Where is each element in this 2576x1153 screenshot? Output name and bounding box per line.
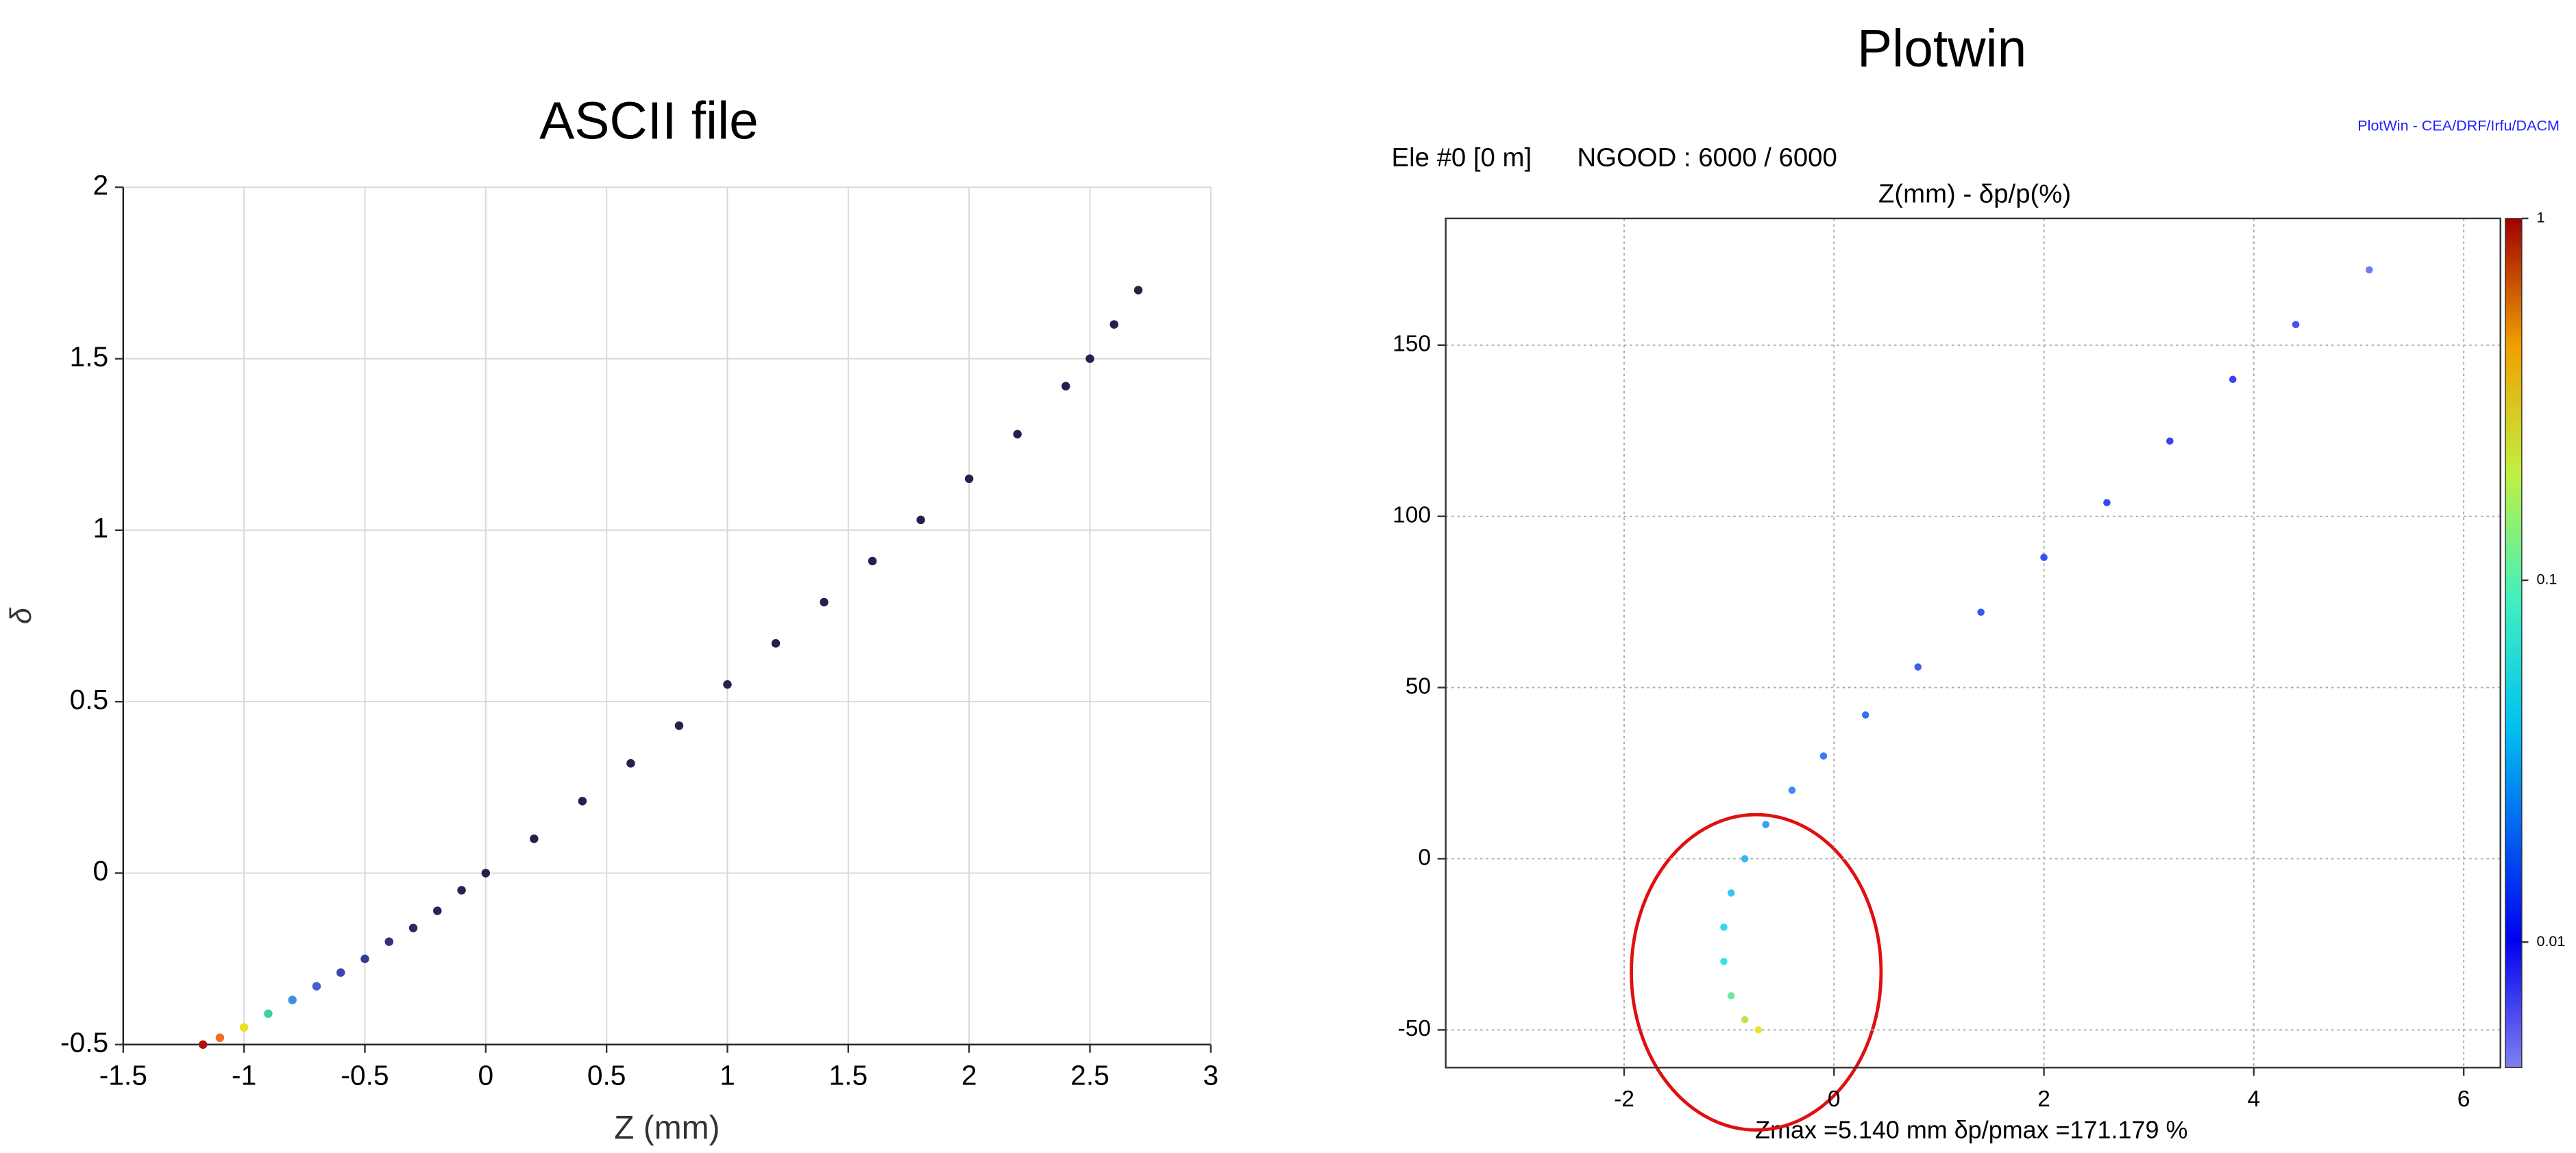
x-tick-label: 3 [1203,1059,1218,1091]
x-tick-label: 4 [2248,1087,2261,1112]
point [1762,821,1770,828]
y-tick-label: 100 [1393,503,1431,528]
point [1720,958,1728,965]
y-tick-label: 0 [1418,845,1431,870]
x-tick-label: 2.5 [1070,1059,1109,1091]
point [264,1009,273,1018]
x-axis-label: Z (mm) [614,1110,720,1146]
x-tick-label: -1.5 [99,1059,147,1091]
y-tick-label: 1 [93,512,109,544]
x-tick-label: -1 [232,1059,256,1091]
point [215,1033,225,1042]
x-tick-label: 1 [720,1059,735,1091]
y-tick-label: 0 [93,855,109,887]
x-tick-label: 2 [961,1059,977,1091]
chart-subtitle: Z(mm) - δp/p(%) [1878,179,2071,208]
point [408,923,418,932]
x-tick-label: 1.5 [829,1059,868,1091]
y-tick-label: 50 [1406,673,1431,699]
point [1788,786,1796,794]
point [360,954,369,963]
header-left: Ele #0 [0 m] [1392,143,1532,173]
point [2292,321,2300,329]
point [916,515,925,525]
point [1727,889,1735,897]
y-tick-label: -50 [1398,1016,1432,1041]
y-tick-label: 2 [93,169,109,201]
credit: PlotWin - CEA/DRF/Irfu/DACM [2357,116,2560,134]
point [820,597,829,607]
y-tick-label: 1.5 [70,340,109,372]
header-mid: NGOOD : 6000 / 6000 [1577,143,1837,173]
point [1819,752,1828,760]
point [198,1040,208,1049]
y-tick-label: 150 [1393,332,1431,357]
point [1133,286,1143,295]
point [2229,375,2237,384]
point [1861,711,1869,719]
point [239,1023,249,1032]
point [457,886,466,895]
colorbar-tick-label: 1 [2536,209,2544,226]
highlight-circle [1630,813,1883,1132]
x-tick-label: -2 [1614,1087,1634,1112]
x-tick-label: -0.5 [341,1059,389,1091]
colorbar [2505,218,2523,1069]
point [1720,923,1728,931]
x-tick-label: 0.5 [587,1059,626,1091]
point [312,982,321,991]
x-tick-label: 0 [1828,1087,1841,1112]
footer: Zmax =5.140 mm δp/pmax =171.179 % [1755,1115,2187,1143]
point [1741,855,1749,863]
point [384,937,393,946]
point [2103,499,2111,506]
y-tick-label: -0.5 [60,1027,108,1058]
point [868,556,877,566]
point [1013,430,1022,438]
chart-title: ASCII file [539,92,759,151]
point [2166,437,2174,445]
point [771,639,781,648]
point [2040,554,2048,561]
point [964,474,974,484]
point [1741,1016,1749,1024]
x-tick-label: 0 [478,1059,493,1091]
x-tick-label: 6 [2457,1087,2470,1112]
point [336,968,345,977]
x-tick-label: 2 [2037,1087,2050,1112]
colorbar-tick-label: 0.01 [2536,932,2565,950]
point [1085,354,1094,363]
point [481,869,491,878]
point [578,797,587,806]
point [288,995,297,1004]
colorbar-tick-label: 0.1 [2536,571,2557,588]
chart-title: Plotwin [1857,20,2026,78]
y-axis-label: δ [5,607,38,624]
y-tick-label: 0.5 [70,684,109,715]
point [723,680,732,689]
point [626,759,635,768]
point [530,834,539,843]
point [433,906,442,915]
point [1754,1026,1763,1034]
point [1061,382,1070,390]
plot-frame [1445,217,2501,1069]
point [1914,663,1922,671]
point [1727,992,1735,1000]
point [2366,266,2373,274]
point [1977,608,1985,616]
point [1109,320,1118,329]
point [674,721,684,730]
